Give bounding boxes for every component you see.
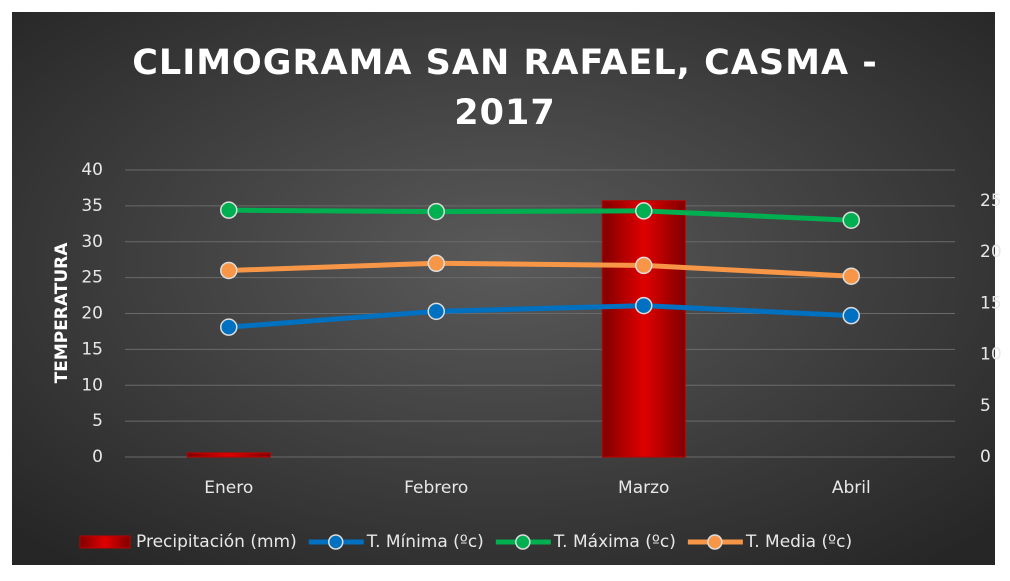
- y-tick-label: 10: [81, 375, 103, 395]
- x-tick-label: Febrero: [404, 478, 468, 498]
- y-tick-label: 40: [81, 160, 103, 180]
- y2-tick-label: 10: [980, 345, 1002, 365]
- legend-label: T. Media (ºc): [745, 532, 852, 552]
- chart-background: [12, 12, 995, 565]
- y-tick-label: 30: [81, 232, 103, 252]
- line-marker: [635, 256, 653, 275]
- x-tick-label: Marzo: [618, 478, 669, 498]
- legend-label: Precipitación (mm): [136, 532, 297, 552]
- line-marker: [427, 254, 445, 273]
- bar: [601, 200, 686, 458]
- y2-tick-label: 15: [980, 293, 1002, 313]
- line-marker: [635, 296, 653, 315]
- line-series: [228, 260, 852, 279]
- line-marker: [842, 267, 860, 285]
- line-marker: [842, 306, 860, 325]
- legend-label: T. Mínima (ºc): [366, 532, 484, 552]
- legend-swatch: [79, 535, 131, 549]
- y-tick-label: 15: [81, 339, 103, 359]
- line-marker: [220, 201, 238, 219]
- bar: [186, 452, 271, 458]
- line-marker: [635, 202, 653, 220]
- legend-marker: [707, 534, 723, 550]
- y2-tick-label: 5: [980, 396, 991, 416]
- x-tick-label: Abril: [832, 478, 871, 498]
- legend-label: T. Máxima (ºc): [553, 532, 676, 552]
- y-tick-label: 35: [81, 196, 103, 216]
- line-marker: [220, 261, 238, 280]
- line-marker: [427, 302, 445, 321]
- y-tick-label: 25: [81, 268, 103, 288]
- y2-tick-label: 20: [980, 242, 1002, 262]
- line-marker: [427, 202, 445, 221]
- y-tick-label: 5: [92, 411, 103, 431]
- line-marker: [220, 318, 238, 336]
- y-tick-label: 20: [81, 304, 103, 324]
- legend-marker: [515, 534, 531, 550]
- y2-tick-label: 0: [980, 447, 991, 467]
- chart-title: CLIMOGRAMA SAN RAFAEL, CASMA - 2017: [132, 43, 878, 133]
- x-tick-label: Enero: [204, 478, 253, 498]
- y2-tick-label: 25: [980, 191, 1002, 211]
- line-series: [228, 303, 852, 330]
- line-marker: [842, 211, 860, 229]
- line-series: [228, 207, 852, 223]
- legend-marker: [327, 534, 344, 550]
- y-axis-title: TEMPERATURA: [52, 242, 72, 384]
- y-tick-label: 0: [92, 447, 103, 467]
